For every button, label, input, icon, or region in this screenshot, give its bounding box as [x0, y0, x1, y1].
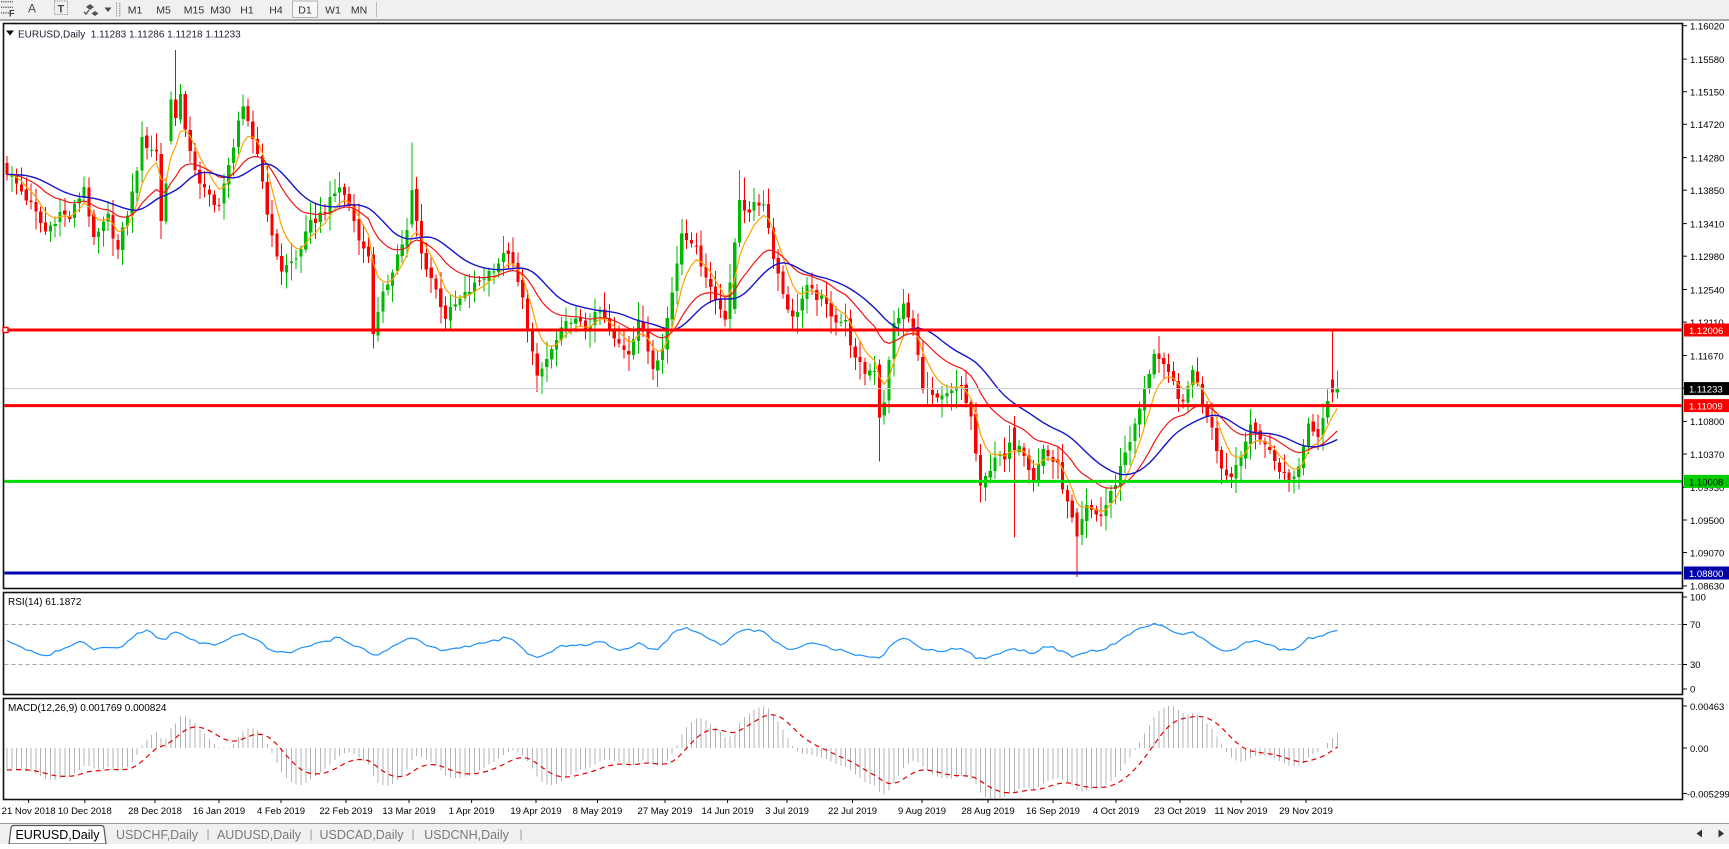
svg-text:11 Nov 2019: 11 Nov 2019: [1214, 806, 1267, 817]
svg-text:4 Oct 2019: 4 Oct 2019: [1093, 806, 1139, 817]
svg-text:|: |: [519, 827, 522, 841]
svg-text:1.10008: 1.10008: [1689, 477, 1723, 488]
svg-text:A: A: [28, 2, 36, 16]
svg-text:D1: D1: [298, 5, 312, 17]
svg-text:23 Oct 2019: 23 Oct 2019: [1154, 806, 1206, 817]
svg-text:H1: H1: [240, 5, 254, 17]
svg-text:AUDUSD,Daily: AUDUSD,Daily: [217, 828, 302, 842]
svg-text:F: F: [9, 9, 15, 19]
svg-text:MACD(12,26,9) 0.001769 0.00082: MACD(12,26,9) 0.001769 0.000824: [8, 703, 167, 714]
svg-text:70: 70: [1690, 620, 1701, 631]
svg-text:1.11009: 1.11009: [1689, 402, 1723, 413]
svg-text:M30: M30: [210, 5, 231, 17]
svg-text:1.13850: 1.13850: [1690, 186, 1724, 197]
svg-text:1.12006: 1.12006: [1689, 326, 1723, 337]
svg-text:|: |: [206, 827, 209, 841]
svg-text:21 Nov 2018: 21 Nov 2018: [2, 806, 56, 817]
svg-text:1.08630: 1.08630: [1690, 582, 1724, 593]
svg-text:USDCNH,Daily: USDCNH,Daily: [424, 828, 509, 842]
svg-text:0.00463: 0.00463: [1690, 702, 1724, 713]
svg-text:30: 30: [1690, 660, 1701, 671]
svg-text:0: 0: [1690, 685, 1695, 696]
svg-text:W1: W1: [325, 5, 341, 17]
svg-text:EURUSD,Daily 1.11283 1.11286: EURUSD,Daily 1.11283 1.11286 1.11218 1.1…: [18, 30, 241, 41]
svg-text:14 Jun 2019: 14 Jun 2019: [701, 806, 753, 817]
svg-text:H4: H4: [269, 5, 283, 17]
svg-text:1.14280: 1.14280: [1690, 153, 1724, 164]
svg-text:10 Dec 2018: 10 Dec 2018: [58, 806, 112, 817]
svg-text:1.12110: 1.12110: [1690, 318, 1724, 329]
svg-text:1.12540: 1.12540: [1690, 285, 1724, 296]
svg-text:29 Nov 2019: 29 Nov 2019: [1279, 806, 1333, 817]
svg-text:|: |: [411, 827, 414, 841]
svg-text:|: |: [309, 827, 312, 841]
svg-text:T: T: [58, 4, 65, 16]
svg-text:M1: M1: [128, 5, 143, 17]
svg-text:1.10370: 1.10370: [1690, 450, 1724, 461]
svg-text:22 Feb 2019: 22 Feb 2019: [319, 806, 372, 817]
svg-text:MN: MN: [351, 5, 367, 17]
svg-text:USDCAD,Daily: USDCAD,Daily: [319, 828, 404, 842]
svg-text:8 May 2019: 8 May 2019: [573, 806, 623, 817]
svg-text:RSI(14) 61.1872: RSI(14) 61.1872: [8, 597, 82, 608]
svg-text:4 Feb 2019: 4 Feb 2019: [257, 806, 305, 817]
svg-text:13 Mar 2019: 13 Mar 2019: [382, 806, 435, 817]
svg-text:-0.005299: -0.005299: [1687, 789, 1729, 800]
svg-text:1.16020: 1.16020: [1690, 22, 1724, 33]
svg-text:22 Jul 2019: 22 Jul 2019: [828, 806, 877, 817]
svg-text:1.12980: 1.12980: [1690, 252, 1724, 263]
svg-text:27 May 2019: 27 May 2019: [638, 806, 693, 817]
svg-text:USDCHF,Daily: USDCHF,Daily: [116, 828, 199, 842]
svg-text:1.14720: 1.14720: [1690, 120, 1724, 131]
svg-text:1.10800: 1.10800: [1690, 417, 1724, 428]
svg-text:M5: M5: [156, 5, 171, 17]
svg-text:1.09070: 1.09070: [1690, 548, 1724, 559]
svg-text:1.09500: 1.09500: [1690, 516, 1724, 527]
svg-text:16 Sep 2019: 16 Sep 2019: [1026, 806, 1080, 817]
svg-text:1.13410: 1.13410: [1690, 219, 1724, 230]
svg-text:1.15580: 1.15580: [1690, 55, 1724, 66]
svg-text:19 Apr 2019: 19 Apr 2019: [510, 806, 561, 817]
svg-text:28 Dec 2018: 28 Dec 2018: [128, 806, 182, 817]
svg-text:16 Jan 2019: 16 Jan 2019: [193, 806, 245, 817]
svg-text:3 Jul 2019: 3 Jul 2019: [765, 806, 809, 817]
svg-text:1.11233: 1.11233: [1689, 385, 1723, 396]
svg-text:1.15150: 1.15150: [1690, 88, 1724, 99]
svg-text:0.00: 0.00: [1690, 744, 1709, 755]
svg-text:1.08800: 1.08800: [1689, 569, 1723, 580]
svg-text:100: 100: [1690, 593, 1706, 604]
svg-text:28 Aug 2019: 28 Aug 2019: [961, 806, 1014, 817]
svg-text:1.09930: 1.09930: [1690, 483, 1724, 494]
svg-text:1.11670: 1.11670: [1690, 351, 1724, 362]
svg-text:1 Apr 2019: 1 Apr 2019: [449, 806, 495, 817]
svg-text:9 Aug 2019: 9 Aug 2019: [898, 806, 946, 817]
svg-text:M15: M15: [184, 5, 205, 17]
svg-text:EURUSD,Daily: EURUSD,Daily: [15, 828, 100, 842]
